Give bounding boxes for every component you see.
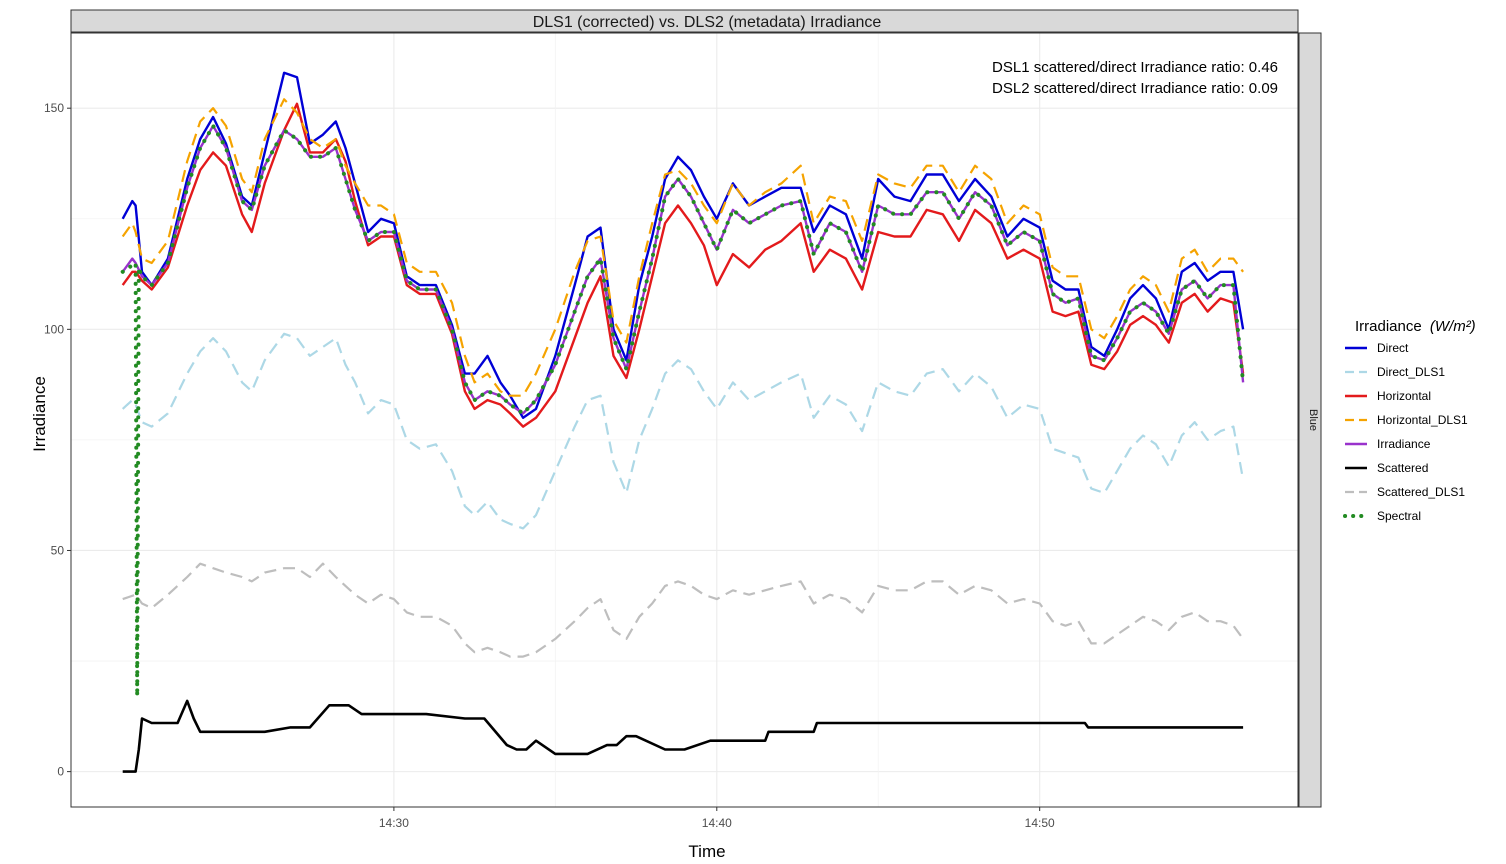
y-axis-title: Irradiance [30, 376, 49, 452]
y-tick-label: 50 [51, 543, 65, 557]
plot-panel [70, 32, 1299, 808]
legend-label-scattered-dls1: Scattered_DLS1 [1377, 485, 1465, 499]
y-axis: 0 50 100 150 [44, 101, 71, 779]
x-axis: 14:30 14:40 14:50 [379, 807, 1055, 830]
series-line-horizontal-dls1 [121, 98, 1244, 397]
legend-items: Direct Direct_DLS1 Horizontal Horizontal_DL… [1343, 341, 1468, 523]
facet-strip-right [1298, 32, 1322, 808]
series-line-scattered [122, 699, 1244, 773]
legend-title-text: Irradiance [1355, 318, 1422, 335]
y-tick-label: 0 [57, 765, 64, 779]
series-line-direct-dls1 [121, 332, 1245, 530]
series-layer [120, 71, 1246, 773]
x-tick-label: 14:30 [379, 816, 409, 830]
legend-label-direct-dls1: Direct_DLS1 [1377, 365, 1445, 379]
chart-title: DLS1 (corrected) vs. DLS2 (metadata) Irr… [533, 14, 882, 31]
plot-panel-border [70, 32, 1299, 808]
legend-label-spectral: Spectral [1377, 509, 1421, 523]
facet-label: Blue [1307, 409, 1319, 431]
legend-label-horizontal-dls1: Horizontal_DLS1 [1377, 413, 1468, 427]
x-axis-title: Time [688, 842, 725, 861]
legend-label-irradiance: Irradiance [1377, 437, 1431, 451]
x-tick-label: 14:40 [702, 816, 732, 830]
legend-label-scattered: Scattered [1377, 461, 1428, 475]
series-line-spectral [120, 123, 1246, 699]
legend-title-unit: (W/m²) [1430, 318, 1476, 335]
legend: Irradiance (W/m²) Direct Direct_DLS1 Horiz… [1343, 318, 1476, 523]
x-tick-label: 14:50 [1025, 816, 1055, 830]
series-line-direct [121, 71, 1245, 419]
grid-lines [71, 33, 1298, 807]
facet-strip-top [70, 9, 1299, 33]
series-line-scattered-dls1 [122, 562, 1244, 658]
annotation-dls2-ratio: DSL2 scattered/direct Irradiance ratio: … [992, 80, 1278, 97]
annotation-dls1-ratio: DSL1 scattered/direct Irradiance ratio: … [992, 59, 1278, 76]
legend-label-horizontal: Horizontal [1377, 389, 1431, 403]
series-line-horizontal [121, 102, 1245, 428]
legend-label-direct: Direct [1377, 341, 1409, 355]
y-tick-label: 100 [44, 322, 64, 336]
y-tick-label: 150 [44, 101, 64, 115]
legend-title: Irradiance (W/m²) [1355, 318, 1476, 335]
